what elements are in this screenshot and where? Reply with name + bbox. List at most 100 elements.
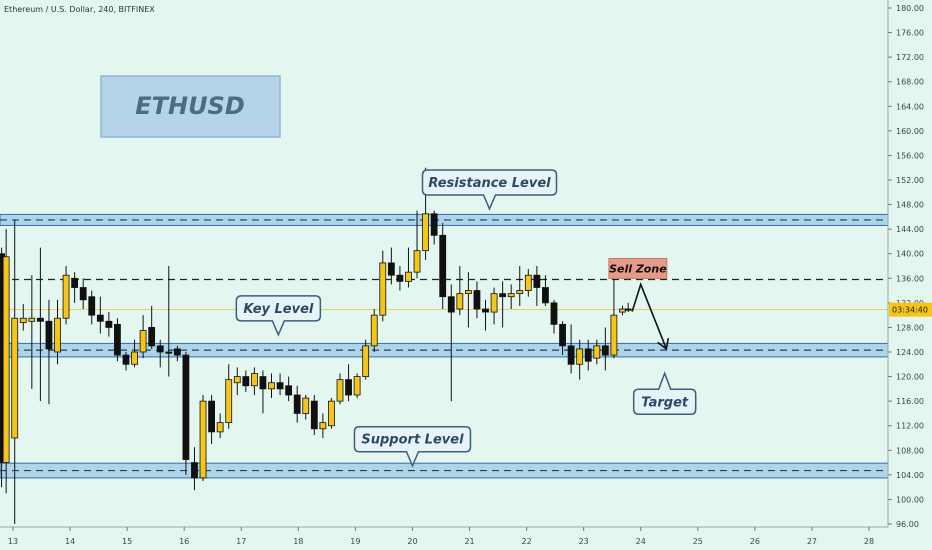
- candle[interactable]: [199, 395, 207, 481]
- candle[interactable]: [131, 339, 138, 368]
- candle[interactable]: [225, 364, 233, 429]
- candle-body-bull: [28, 317, 36, 322]
- candle[interactable]: [156, 339, 164, 368]
- candle[interactable]: [233, 367, 241, 395]
- candle[interactable]: [242, 370, 250, 392]
- candle[interactable]: [54, 299, 61, 365]
- candle[interactable]: [387, 247, 395, 285]
- resistance-level-callout[interactable]: Resistance Level: [421, 169, 558, 211]
- candle[interactable]: [45, 299, 53, 405]
- candle[interactable]: [559, 321, 566, 356]
- candle[interactable]: [567, 324, 575, 374]
- symbol-title-bg: [100, 75, 281, 138]
- candle[interactable]: [328, 398, 335, 429]
- price-tick-label: 96.00: [896, 520, 919, 529]
- candle[interactable]: [259, 370, 267, 414]
- candle[interactable]: [601, 327, 609, 371]
- candle[interactable]: [208, 395, 215, 445]
- candle[interactable]: [507, 284, 515, 309]
- support-level-callout[interactable]: Support Level: [353, 425, 472, 468]
- candle[interactable]: [96, 296, 104, 334]
- price-axis[interactable]: 96.00 100.00 104.00 108.00 112.00 116.00 120.0…: [887, 0, 932, 529]
- symbol-title-text: ETHUSD: [135, 92, 245, 120]
- candle[interactable]: [413, 210, 421, 279]
- candle[interactable]: [182, 352, 190, 475]
- candle[interactable]: [88, 290, 96, 325]
- candle[interactable]: [345, 364, 352, 402]
- candle[interactable]: [576, 339, 584, 380]
- candle[interactable]: [105, 312, 113, 337]
- candle-body-bull: [370, 314, 378, 347]
- time-tick-label: 13: [8, 537, 18, 546]
- price-tick-label: 104.00: [896, 471, 924, 480]
- candle[interactable]: [173, 345, 181, 362]
- key-level-callout[interactable]: Key Level: [235, 295, 322, 337]
- candle[interactable]: [148, 305, 156, 349]
- candle[interactable]: [464, 272, 472, 328]
- candle[interactable]: [310, 395, 318, 435]
- candle[interactable]: [542, 275, 549, 306]
- candle[interactable]: [114, 318, 121, 362]
- candle[interactable]: [482, 299, 489, 331]
- candle[interactable]: [550, 299, 558, 334]
- candle[interactable]: [122, 352, 130, 371]
- candle[interactable]: [353, 373, 361, 399]
- projection-arrow: [631, 282, 670, 351]
- candle-body-bear: [439, 234, 447, 298]
- candle[interactable]: [524, 269, 532, 297]
- candle[interactable]: [139, 315, 147, 359]
- candle[interactable]: [379, 250, 387, 322]
- candle[interactable]: [191, 447, 198, 491]
- sell-zone-bg: [608, 257, 668, 279]
- candle[interactable]: [276, 373, 284, 396]
- time-tick-label: 14: [65, 537, 75, 546]
- candle[interactable]: [473, 281, 481, 319]
- candle[interactable]: [396, 266, 404, 291]
- candle-body-bear: [499, 293, 507, 298]
- price-tick-label: 116.00: [896, 397, 924, 406]
- candle[interactable]: [593, 339, 601, 365]
- candle[interactable]: [28, 275, 36, 389]
- support-level-label: Support Level: [361, 433, 464, 448]
- time-tick-label: 19: [350, 537, 360, 546]
- candle[interactable]: [293, 385, 301, 423]
- candle[interactable]: [584, 339, 592, 371]
- candle[interactable]: [165, 266, 173, 377]
- candle-body-bull: [456, 293, 464, 310]
- candle[interactable]: [430, 210, 438, 245]
- candle[interactable]: [447, 284, 455, 402]
- candle[interactable]: [533, 266, 541, 306]
- candle[interactable]: [336, 373, 344, 405]
- candle[interactable]: [216, 413, 224, 438]
- candle[interactable]: [439, 223, 447, 309]
- candle[interactable]: [11, 219, 19, 524]
- projection-path: [631, 282, 668, 350]
- candle[interactable]: [2, 229, 10, 494]
- candle[interactable]: [36, 247, 44, 402]
- candle[interactable]: [456, 266, 464, 316]
- candle[interactable]: [71, 272, 79, 303]
- time-tick-label: 25: [693, 537, 703, 546]
- candle[interactable]: [302, 395, 310, 420]
- candle[interactable]: [370, 309, 378, 352]
- time-axis[interactable]: 13 14 15 16 17 18 19 20 21 22 23 24 25 26 27 28: [0, 526, 888, 546]
- target-callout[interactable]: Target: [632, 371, 697, 416]
- candle[interactable]: [405, 247, 412, 288]
- candle[interactable]: [610, 266, 618, 359]
- candle[interactable]: [62, 266, 70, 325]
- candle[interactable]: [250, 367, 258, 395]
- candle[interactable]: [79, 278, 87, 309]
- sell-zone-box[interactable]: Sell Zone: [608, 257, 668, 279]
- candle[interactable]: [499, 281, 507, 328]
- candle[interactable]: [490, 287, 498, 325]
- candle[interactable]: [516, 266, 524, 306]
- candle[interactable]: [319, 413, 327, 438]
- candle-layer[interactable]: [0, 167, 632, 524]
- candle[interactable]: [362, 339, 370, 380]
- candle-body-bull: [353, 376, 361, 396]
- candle[interactable]: [268, 373, 275, 399]
- candle[interactable]: [285, 376, 293, 402]
- candle[interactable]: [624, 302, 632, 313]
- candle[interactable]: [19, 304, 27, 331]
